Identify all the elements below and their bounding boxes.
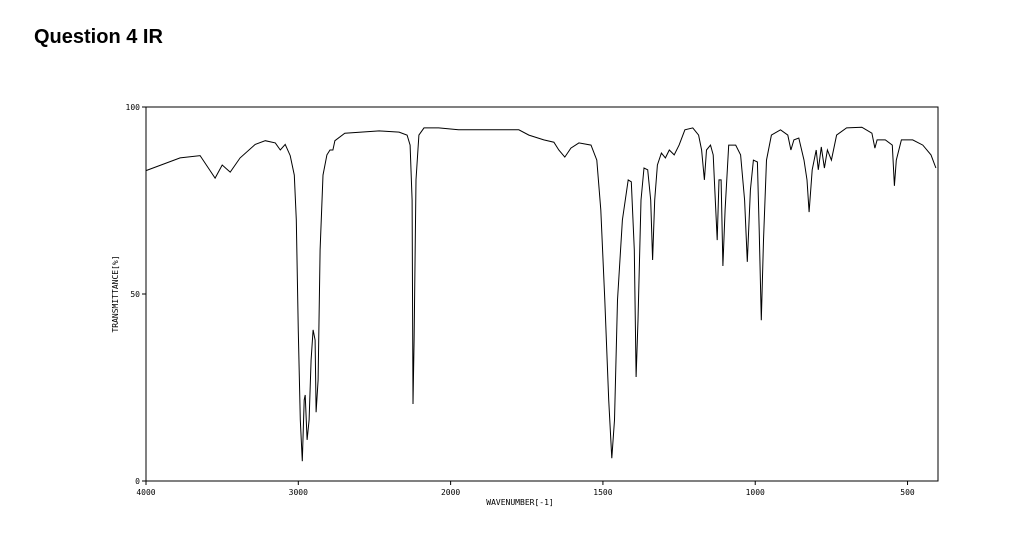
spectrum-line — [145, 126, 937, 462]
y-axis-label: TRANSMITTANCE[%] — [111, 255, 120, 332]
chart-title: Question 4 IR — [34, 26, 163, 48]
x-tick-label: 3000 — [289, 488, 308, 497]
x-axis-label: WAVENUMBER[-1] — [486, 498, 553, 507]
x-tick-label: 1500 — [593, 488, 612, 497]
x-tick-label: 500 — [900, 488, 915, 497]
y-tick-label: 50 — [130, 290, 140, 299]
x-tick-label: 2000 — [441, 488, 460, 497]
x-tick-label: 4000 — [136, 488, 155, 497]
y-tick-label: 0 — [135, 477, 140, 486]
y-tick-label: 100 — [126, 103, 141, 112]
x-tick-label: 1000 — [746, 488, 765, 497]
